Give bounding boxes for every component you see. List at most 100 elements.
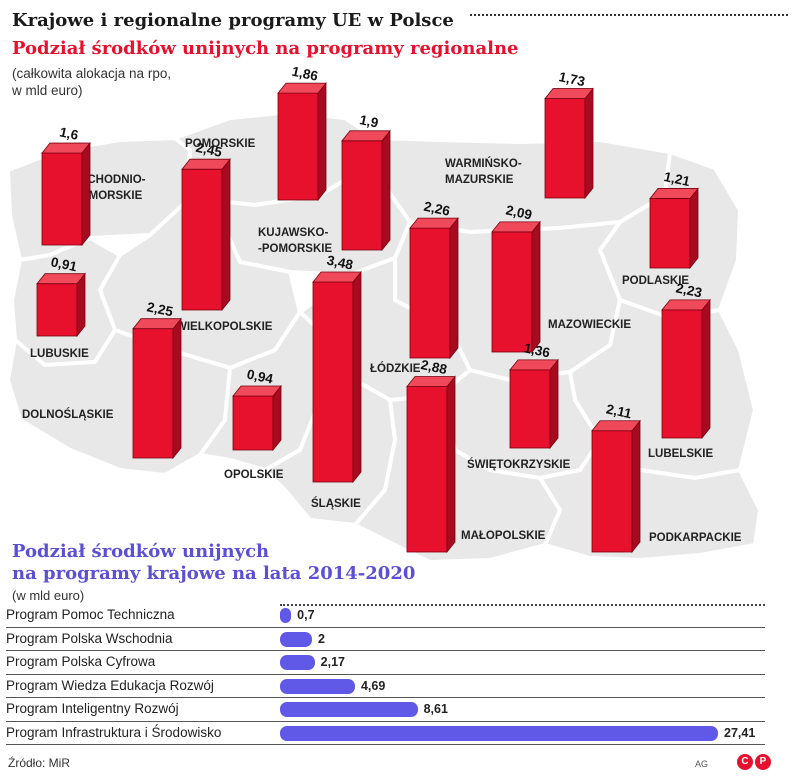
region-label-opolskie: OPOLSKIE — [224, 469, 284, 481]
row-divider — [6, 697, 765, 698]
hbar-category-label: Program Infrastruktura i Środowisko — [6, 724, 222, 740]
bar-side — [531, 220, 541, 354]
bar-front — [132, 328, 174, 459]
bar-value-label: 0,94 — [246, 367, 275, 387]
bar-front — [406, 386, 448, 553]
hbar-category-label: Program Wiedza Edukacja Rozwój — [6, 677, 214, 693]
bar-front — [661, 309, 703, 439]
bar-value-label: 2,09 — [505, 202, 534, 222]
hbar-category-label: Program Pomoc Techniczna — [6, 607, 175, 622]
bar-value-label: 1,9 — [358, 112, 379, 131]
bar-side — [549, 358, 559, 450]
hbar-value-label: 8,61 — [423, 702, 448, 716]
map-chart-title: Podział środków unijnych na programy reg… — [12, 38, 519, 59]
row-divider — [6, 626, 765, 628]
hbar-value-label: 4,69 — [360, 678, 386, 693]
region-bars: 1,73 1,86 1,6 1,9 1,21 2,45 0,91 2,09 2,26 2,23 1,… — [36, 64, 711, 554]
bar-śląskie: 3,48 — [312, 253, 362, 484]
bar-front — [544, 98, 586, 199]
region-label-łódzkie: ŁÓDZKIE — [370, 362, 421, 375]
row-divider — [6, 720, 765, 722]
bar-front — [649, 198, 691, 269]
map-note-line2: w mld euro) — [12, 83, 83, 98]
page-title: Krajowe i regionalne programy UE w Polsc… — [12, 10, 454, 31]
region-label-warmińsko-mazurskie: WARMIŃSKO-MAZURSKIE — [445, 157, 522, 186]
bar-pomorskie: 1,86 — [277, 64, 327, 202]
bar-side — [449, 216, 459, 360]
bar-top — [491, 221, 541, 233]
hbar-category-label: Program Polska Wschodnia — [6, 630, 173, 646]
bar-lubelskie: 2,23 — [661, 280, 711, 440]
bar-mazowieckie: 2,09 — [491, 202, 541, 354]
bar-front — [181, 168, 223, 311]
source-note: Źródło: MiR — [8, 756, 71, 770]
hbar — [280, 725, 718, 741]
bar-dolnośląskie: 2,25 — [132, 299, 182, 460]
hbar — [280, 702, 418, 717]
title-rule — [470, 14, 788, 16]
author-initials: AG — [695, 759, 709, 769]
bar-front — [409, 227, 451, 359]
bar-chart-note: (w mld euro) — [12, 588, 85, 603]
bar-side — [381, 129, 391, 252]
bar-value-label: 1,73 — [558, 69, 587, 89]
hbar-row: Program Pomoc Techniczna 0,7 — [0, 604, 805, 628]
region-label-lubelskie: LUBELSKIE — [648, 448, 714, 460]
row-divider — [6, 744, 765, 745]
bar-value-label: 1,21 — [663, 169, 692, 189]
bar-front — [491, 231, 533, 353]
hbar — [280, 678, 355, 694]
map-chart-note: (całkowita alokacja na rpo, w mld euro) — [12, 65, 232, 99]
bar-opolskie: 0,94 — [232, 367, 282, 452]
bar-top — [409, 217, 459, 229]
bar-top — [509, 359, 559, 371]
hbar-row: Program Infrastruktura i Środowisko 27,41 — [0, 722, 805, 745]
bar-side — [317, 81, 327, 202]
bar-lubuskie: 0,91 — [36, 254, 86, 338]
bar-title-line2: na programy krajowe na lata 2014-2020 — [12, 563, 416, 584]
bar-top — [36, 273, 86, 285]
bar-podkarpackie: 2,11 — [591, 401, 641, 554]
bar-zachodnio-pomorskie: 1,6 — [41, 124, 91, 247]
hbar-value-label: 27,41 — [724, 725, 756, 740]
bar-front — [41, 152, 83, 246]
bar-value-label: 1,86 — [291, 64, 320, 84]
bar-chart-title: Podział środków unijnych na programy kra… — [12, 541, 432, 585]
hbar — [280, 608, 292, 623]
bar-side — [584, 87, 594, 200]
bar-value-label: 2,25 — [146, 299, 175, 319]
bar-side — [221, 158, 231, 312]
bar-side — [76, 272, 86, 338]
hbar — [280, 655, 315, 670]
hbar-row: Program Inteligentny Rozwój 8,61 — [0, 698, 805, 722]
hbar-value-label: 0,7 — [297, 608, 315, 622]
bar-side — [272, 384, 282, 452]
bar-value-label: 0,91 — [50, 254, 79, 274]
bar-front — [232, 395, 274, 451]
logo-letter-p: P — [755, 754, 771, 770]
bar-side — [446, 375, 456, 554]
bar-wielkopolskie: 2,45 — [181, 140, 231, 312]
bar-front — [509, 369, 551, 449]
bar-top — [277, 82, 327, 94]
bar-side — [172, 317, 182, 460]
hbar — [280, 631, 312, 647]
bar-side — [81, 141, 91, 247]
bar-top — [181, 158, 231, 170]
bar-value-label: 2,26 — [423, 199, 452, 219]
bar-value-label: 2,11 — [605, 401, 634, 421]
bar-side — [701, 298, 711, 440]
hbar-row: Program Wiedza Edukacja Rozwój 4,69 — [0, 675, 805, 698]
hbar-category-label: Program Inteligentny Rozwój — [6, 701, 179, 716]
hbar-value-label: 2,17 — [320, 655, 346, 669]
bar-łódzkie: 2,26 — [409, 199, 459, 360]
row-divider — [6, 673, 765, 675]
bar-top — [312, 271, 362, 283]
logo-letter-c: C — [737, 754, 753, 770]
bar-value-label: 3,48 — [326, 253, 355, 273]
publisher-logo: C P — [737, 754, 771, 770]
bar-podlaskie: 1,21 — [649, 169, 699, 270]
region-label-świętokrzyskie: ŚWIĘTOKRZYSKIE — [467, 458, 571, 471]
hbar-category-label: Program Polska Cyfrowa — [6, 654, 156, 669]
bar-top — [41, 142, 91, 154]
